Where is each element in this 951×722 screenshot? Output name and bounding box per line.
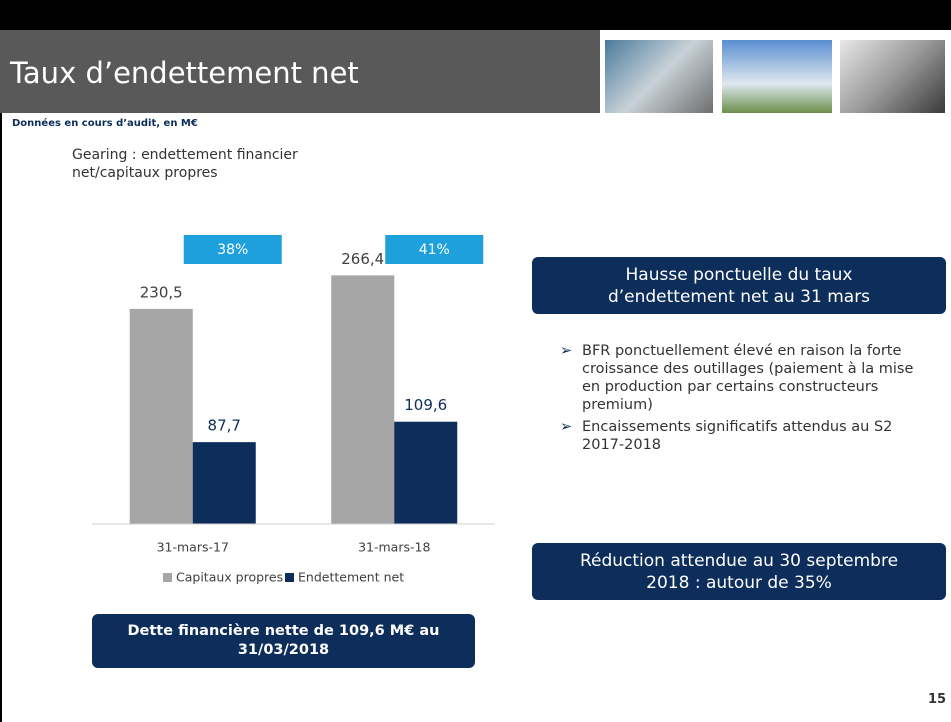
callout: Réduction attendue au 30 septembre 2018 … xyxy=(532,543,946,600)
legend-label: Capitaux propres xyxy=(176,570,283,585)
footer-box: Dette financière nette de 109,6 M€ au 31… xyxy=(92,614,475,668)
header-band xyxy=(0,30,600,113)
legend-swatch xyxy=(163,573,172,582)
gearing-box xyxy=(183,235,282,264)
data-label: 109,6 xyxy=(404,396,447,414)
page-number: 15 xyxy=(928,692,947,707)
subtitle: Données en cours d’audit, en M€ xyxy=(12,118,198,129)
top-bar xyxy=(0,0,951,30)
photo xyxy=(722,40,832,113)
data-label: 87,7 xyxy=(208,417,241,435)
legend-label: Endettement net xyxy=(298,570,404,585)
bullet: BFR ponctuellement élevé en raison la fo… xyxy=(560,342,930,414)
photo xyxy=(605,40,713,113)
left-border xyxy=(0,30,2,722)
bar xyxy=(129,308,193,524)
photo xyxy=(840,40,945,113)
gearing-label: 41% xyxy=(419,242,450,258)
slide-title: Taux d’endettement net xyxy=(10,56,359,90)
legend-swatch xyxy=(285,573,294,582)
bar xyxy=(394,421,458,524)
gearing-label: 38% xyxy=(217,242,248,258)
callout: Hausse ponctuelle du taux d’endettement … xyxy=(532,257,946,314)
data-label: 266,4 xyxy=(341,250,384,268)
bullet-list: BFR ponctuellement élevé en raison la fo… xyxy=(560,342,930,458)
gearing-box xyxy=(385,235,484,264)
x-tick-label: 31-mars-18 xyxy=(358,540,430,555)
data-label: 230,5 xyxy=(140,283,183,301)
bar xyxy=(192,442,256,524)
bar xyxy=(331,275,395,524)
chart-title: Gearing : endettement financier net/capi… xyxy=(72,147,298,181)
bullet: Encaissements significatifs attendus au … xyxy=(560,418,930,454)
x-tick-label: 31-mars-17 xyxy=(157,540,229,555)
